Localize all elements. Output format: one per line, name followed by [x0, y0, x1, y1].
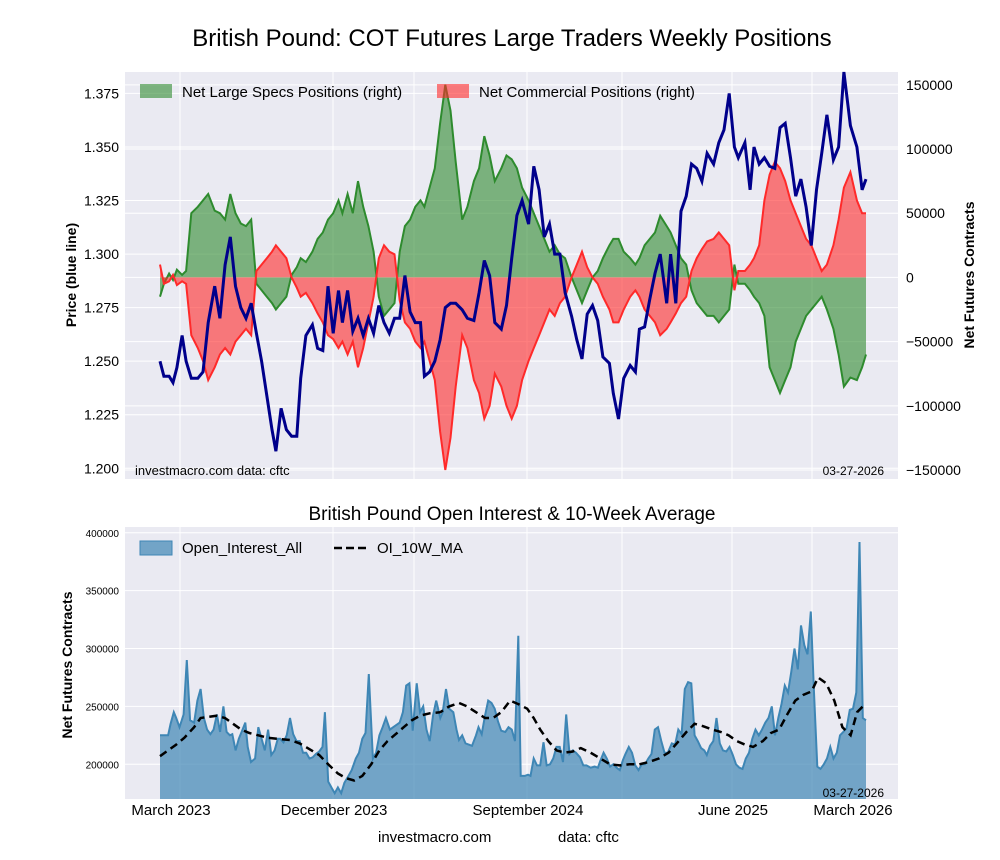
top-right-tick-label: 150000	[906, 77, 953, 93]
top-left-tick-label: 1.250	[84, 353, 119, 369]
top-right-axis-label: Net Futures Contracts	[961, 201, 977, 348]
open-interest-area	[160, 542, 866, 799]
top-right-tick-label: −150000	[906, 462, 961, 478]
bottom-chart-title: British Pound Open Interest & 10-Week Av…	[309, 504, 716, 525]
bottom-annotation-date: 03-27-2026	[823, 786, 885, 800]
legend-label-open-interest: Open_Interest_All	[182, 540, 302, 557]
bottom-tick-label: 350000	[86, 587, 120, 598]
bottom-axis-label: Net Futures Contracts	[59, 591, 75, 738]
top-left-axis-label: Price (blue line)	[63, 223, 79, 327]
top-left-tick-label: 1.350	[84, 139, 119, 155]
top-left-tick-label: 1.200	[84, 460, 119, 476]
top-left-tick-label: 1.300	[84, 246, 119, 262]
top-right-tick-labels: −150000 −100000 −50000 0 50000 100000 150000	[906, 77, 961, 478]
bottom-chart-panel: 200000 250000 300000 350000 400000 March 202…	[59, 527, 898, 819]
open-interest-line	[160, 541, 867, 796]
top-legend: Net Large Specs Positions (right) Net Co…	[140, 84, 695, 101]
top-left-tick-label: 1.325	[84, 193, 119, 209]
commercial-area	[160, 161, 866, 470]
legend-label-moving-average: OI_10W_MA	[377, 540, 463, 557]
top-right-tick-label: 50000	[906, 205, 945, 221]
top-right-tick-label: −100000	[906, 398, 961, 414]
top-right-tick-label: 100000	[906, 141, 953, 157]
top-left-tick-labels: 1.200 1.225 1.250 1.275 1.300 1.325 1.350 1.375	[84, 85, 119, 476]
bottom-legend: Open_Interest_All OI_10W_MA	[139, 540, 463, 557]
bottom-tick-label: 400000	[86, 529, 120, 540]
price-line	[158, 71, 868, 452]
bottom-x-tick-label: March 2026	[813, 802, 892, 819]
legend-label-commercial: Net Commercial Positions (right)	[479, 84, 695, 101]
bottom-tick-label: 250000	[86, 702, 120, 713]
bottom-tick-label: 200000	[86, 760, 120, 771]
legend-swatch-specs	[140, 84, 172, 98]
top-annotation-source: investmacro.com data: cftc	[135, 463, 290, 478]
legend-swatch-open-interest	[139, 540, 173, 556]
top-annotation-date: 03-27-2026	[823, 464, 885, 478]
bottom-x-tick-label: March 2023	[131, 802, 210, 819]
bottom-x-tick-label: June 2025	[698, 802, 768, 819]
specs-line	[159, 84, 867, 396]
top-right-tick-label: −50000	[906, 334, 953, 350]
top-left-tick-label: 1.375	[84, 85, 119, 101]
commercial-line	[159, 159, 866, 471]
legend-swatch-commercial	[437, 84, 469, 98]
bottom-x-tick-label: September 2024	[473, 802, 584, 819]
moving-average-line	[159, 675, 864, 782]
figure-title: British Pound: COT Futures Large Traders…	[192, 25, 831, 52]
bottom-tick-labels: 200000 250000 300000 350000 400000	[86, 529, 120, 771]
footer-data-source: data: cftc	[558, 829, 619, 846]
bottom-x-tick-label: December 2023	[281, 802, 388, 819]
top-chart-panel: 1.200 1.225 1.250 1.275 1.300 1.325 1.350 1.375…	[63, 71, 977, 479]
bottom-x-tick-labels: March 2023 December 2023 September 2024 Jun…	[131, 802, 892, 819]
top-right-tick-label: 0	[906, 269, 914, 285]
bottom-tick-label: 300000	[86, 645, 120, 656]
footer-site: investmacro.com	[378, 829, 491, 846]
top-left-tick-label: 1.275	[84, 300, 119, 316]
legend-label-specs: Net Large Specs Positions (right)	[182, 84, 402, 101]
top-left-tick-label: 1.225	[84, 407, 119, 423]
